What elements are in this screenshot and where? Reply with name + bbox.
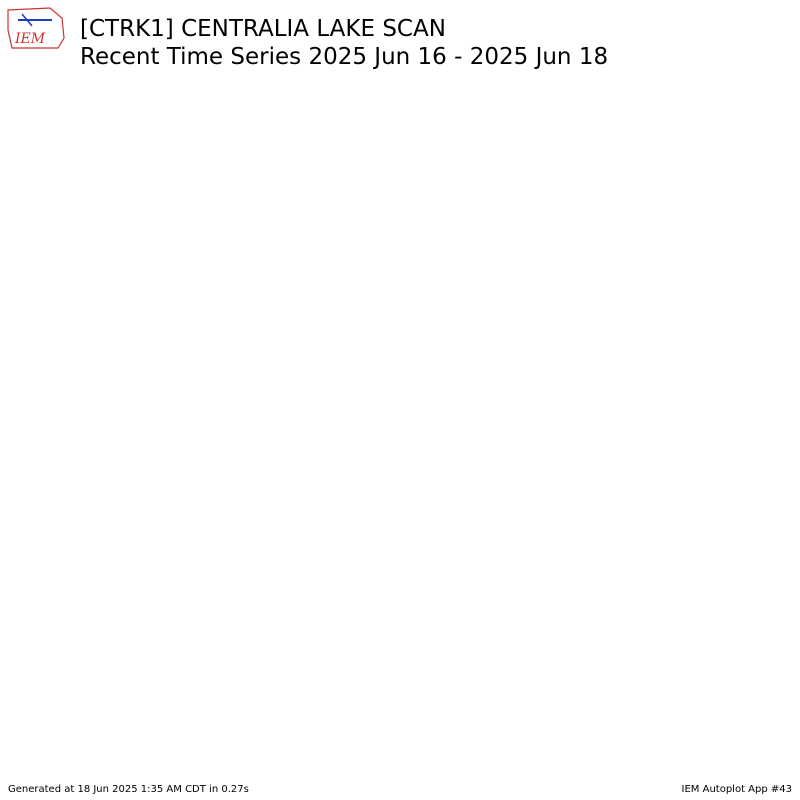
footer-right: IEM Autoplot App #43 xyxy=(681,784,792,795)
subtitle: Recent Time Series 2025 Jun 16 - 2025 Ju… xyxy=(80,44,609,70)
footer-left: Generated at 18 Jun 2025 1:35 AM CDT in … xyxy=(8,784,249,795)
title: [CTRK1] CENTRALIA LAKE SCAN xyxy=(80,16,446,42)
logo-text: IEM xyxy=(14,31,46,47)
logo: IEM xyxy=(7,7,65,49)
